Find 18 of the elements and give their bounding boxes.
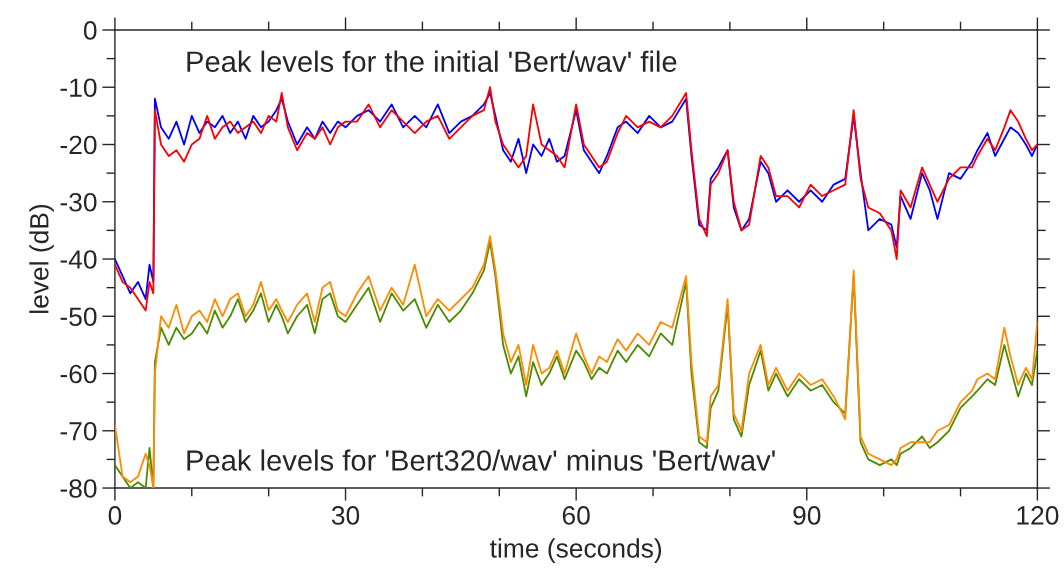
x-tick-label: 90: [793, 506, 821, 525]
y-tick-label: -60: [60, 364, 97, 384]
annotation: Peak levels for the initial 'Bert/wav' file: [187, 50, 677, 73]
annotation: Peak levels for 'Bert320/wav' minus 'Bert/wav': [187, 449, 775, 471]
y-tick-label: -70: [60, 421, 97, 441]
y-tick-label: -80: [60, 479, 97, 498]
y-tick-label: -30: [60, 192, 97, 212]
x-tick-label: 0: [108, 506, 122, 525]
y-tick-label: 0: [83, 21, 97, 40]
x-tick-label: 60: [562, 506, 590, 525]
x-tick-label: 30: [331, 506, 360, 525]
x-tick-label: 120: [1017, 506, 1059, 525]
y-tick-label: -10: [60, 78, 97, 98]
y-axis-title: level (dB): [29, 204, 54, 313]
y-tick-label: -20: [60, 135, 97, 155]
y-tick-label: -50: [60, 307, 97, 327]
x-axis-title: time (seconds): [490, 538, 662, 563]
y-tick-label: -40: [60, 250, 97, 269]
